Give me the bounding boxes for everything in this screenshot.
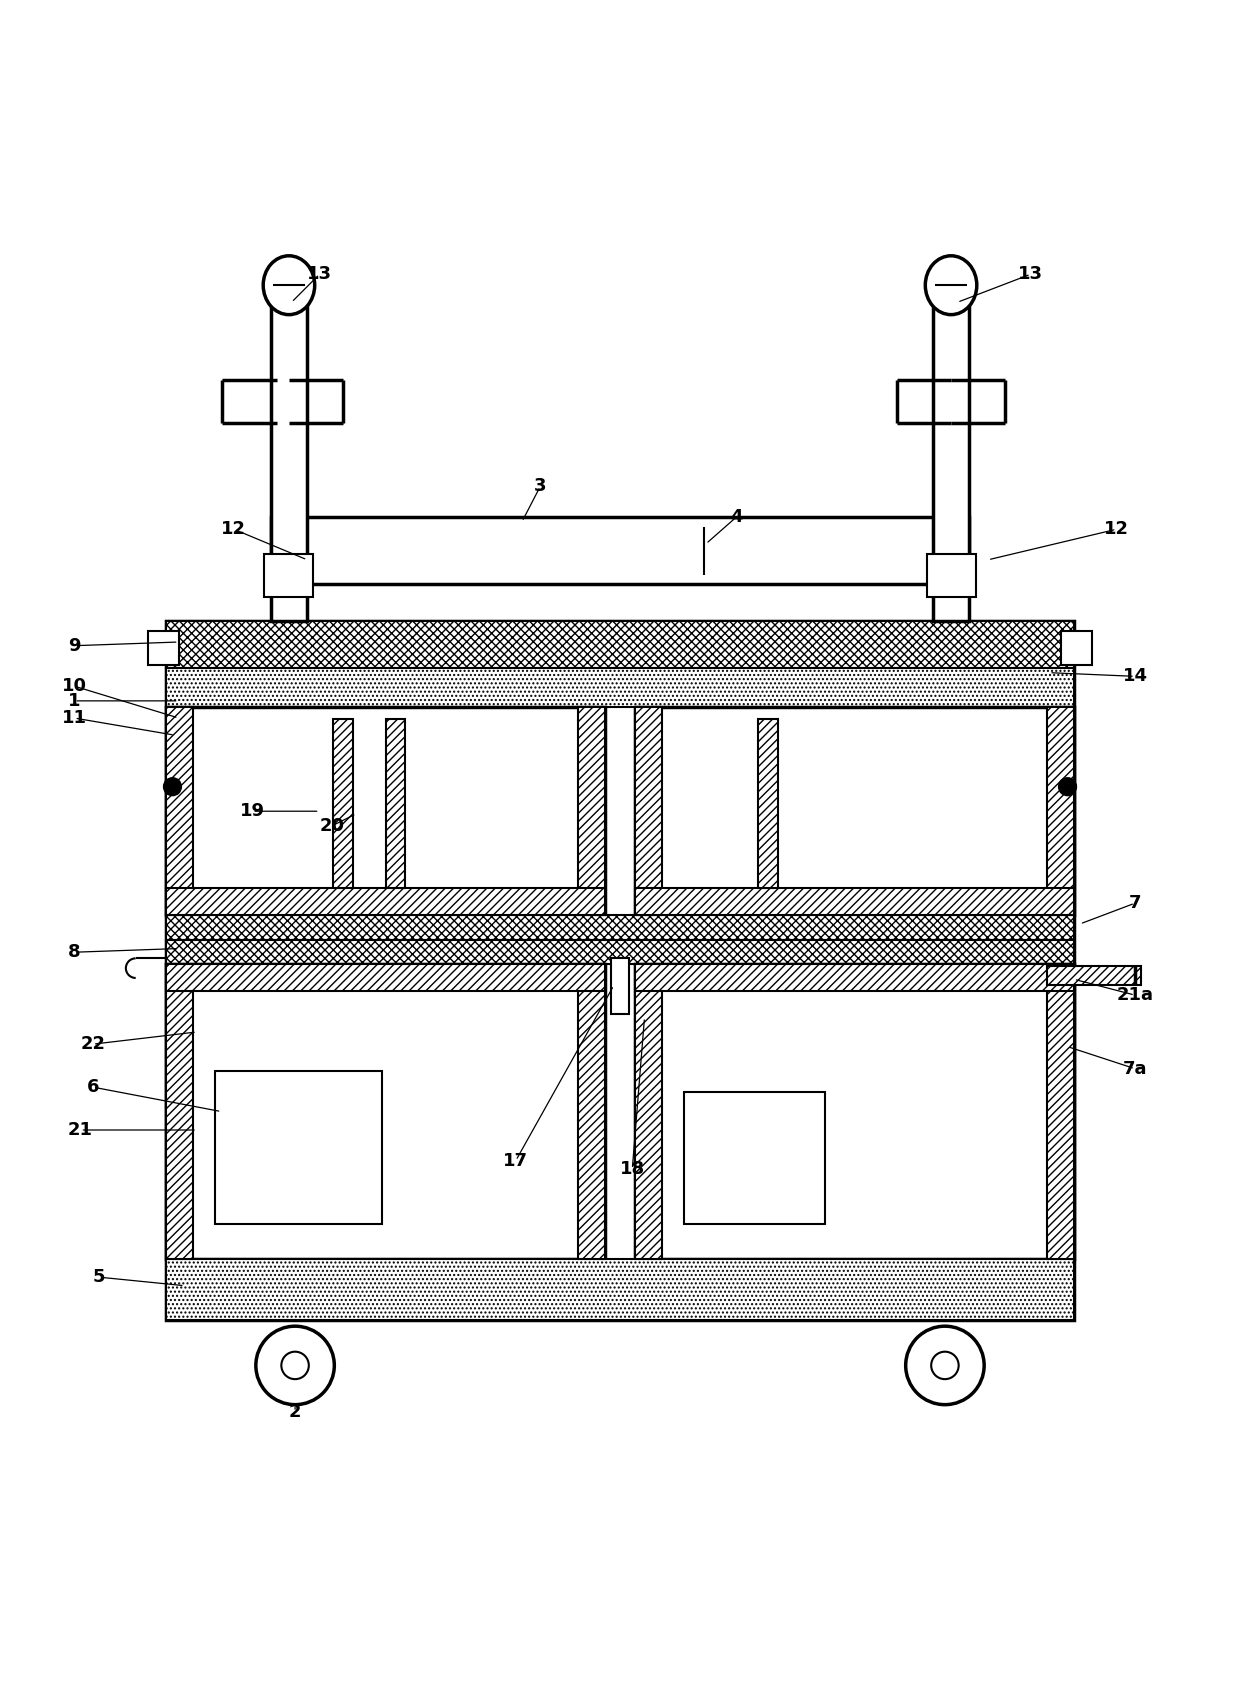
Text: 18: 18 xyxy=(620,1160,645,1179)
Bar xyxy=(613,962,627,984)
Bar xyxy=(635,707,1074,916)
Text: 20: 20 xyxy=(320,817,345,834)
Text: 7: 7 xyxy=(1128,894,1141,912)
Ellipse shape xyxy=(263,256,315,315)
Text: 21a: 21a xyxy=(1116,985,1153,1004)
Bar xyxy=(684,1092,825,1225)
Bar xyxy=(166,889,605,916)
Bar xyxy=(166,965,193,1258)
Text: 8: 8 xyxy=(68,943,81,962)
Text: 21: 21 xyxy=(68,1121,93,1140)
Bar xyxy=(578,965,605,1258)
Text: 14: 14 xyxy=(1122,667,1147,685)
Bar xyxy=(1047,707,1074,916)
Bar xyxy=(166,621,1074,668)
Text: 10: 10 xyxy=(62,677,87,695)
Text: 22: 22 xyxy=(81,1035,105,1053)
Text: 13: 13 xyxy=(1018,265,1043,283)
Circle shape xyxy=(164,778,181,795)
Bar xyxy=(611,958,629,1014)
Bar xyxy=(166,707,193,916)
Bar xyxy=(166,940,1074,965)
Bar xyxy=(280,527,960,575)
Bar xyxy=(932,522,970,536)
Text: 19: 19 xyxy=(239,802,264,821)
Bar xyxy=(270,517,970,585)
Bar xyxy=(166,668,1074,707)
Ellipse shape xyxy=(925,256,977,315)
Bar xyxy=(166,965,605,992)
Bar xyxy=(166,965,605,1258)
Bar xyxy=(166,707,605,916)
Text: 11: 11 xyxy=(62,709,87,728)
Bar xyxy=(1061,631,1092,665)
Circle shape xyxy=(905,1326,985,1404)
Text: 3: 3 xyxy=(534,477,547,495)
Text: 12: 12 xyxy=(221,521,247,538)
Bar xyxy=(148,631,179,665)
Text: 2: 2 xyxy=(289,1403,301,1421)
Bar xyxy=(264,553,314,597)
Bar xyxy=(1047,965,1141,985)
Bar xyxy=(1047,965,1074,1258)
Bar xyxy=(216,1072,382,1225)
Bar xyxy=(758,719,777,889)
Text: 5: 5 xyxy=(93,1269,105,1286)
Bar xyxy=(635,889,1074,916)
Bar xyxy=(386,719,405,889)
Bar xyxy=(932,266,970,621)
Text: 6: 6 xyxy=(87,1079,99,1096)
Bar xyxy=(270,266,308,621)
Text: 17: 17 xyxy=(503,1152,528,1170)
Circle shape xyxy=(1059,778,1076,795)
Bar xyxy=(926,553,976,597)
Bar xyxy=(635,707,662,916)
Text: 1: 1 xyxy=(68,692,81,711)
Text: 7a: 7a xyxy=(1122,1060,1147,1077)
Circle shape xyxy=(281,1352,309,1379)
Bar xyxy=(332,719,352,889)
Text: 12: 12 xyxy=(1104,521,1130,538)
Circle shape xyxy=(931,1352,959,1379)
Bar xyxy=(166,916,1074,940)
Text: 4: 4 xyxy=(730,507,743,526)
Bar xyxy=(635,965,1074,992)
Bar xyxy=(166,1258,1074,1319)
Text: 13: 13 xyxy=(308,265,332,283)
Bar xyxy=(635,965,1074,1258)
Circle shape xyxy=(255,1326,335,1404)
Bar xyxy=(166,621,1074,1319)
Bar xyxy=(635,965,662,1258)
Text: 9: 9 xyxy=(68,636,81,655)
Bar xyxy=(578,707,605,916)
